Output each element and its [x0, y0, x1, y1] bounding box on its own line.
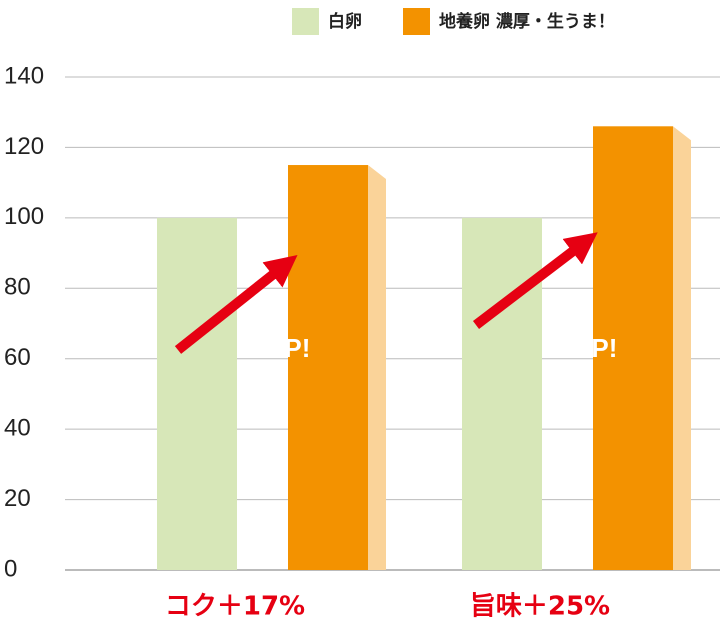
bar	[593, 126, 673, 571]
bar	[462, 217, 542, 570]
bars	[157, 126, 691, 571]
y-tick-label: 0	[4, 555, 17, 582]
legend: 白卵 地養卵 濃厚・生うま！	[292, 8, 615, 35]
bar	[157, 217, 237, 570]
legend-label: 白卵	[328, 11, 362, 32]
y-tick-label: 120	[4, 133, 44, 160]
legend-label: 地養卵 濃厚・生うま！	[439, 11, 615, 32]
bar-side	[673, 126, 691, 571]
y-tick-label: 60	[4, 344, 31, 371]
bar	[288, 165, 368, 571]
annotation: UP!	[266, 333, 311, 363]
y-tick-label: 20	[4, 485, 31, 512]
y-tick-label: 100	[4, 203, 44, 230]
x-tick-label: コク＋17%	[165, 592, 305, 622]
bar-side	[368, 165, 386, 571]
annotation: UP!	[573, 333, 618, 363]
y-tick-label: 40	[4, 414, 31, 441]
y-tick-label: 140	[4, 62, 44, 89]
arrow	[472, 232, 598, 329]
x-tick-label: 旨味＋25%	[470, 592, 610, 622]
arrow	[174, 255, 298, 354]
legend-swatch	[403, 8, 430, 35]
y-tick-label: 80	[4, 274, 31, 301]
legend-swatch	[292, 8, 319, 35]
